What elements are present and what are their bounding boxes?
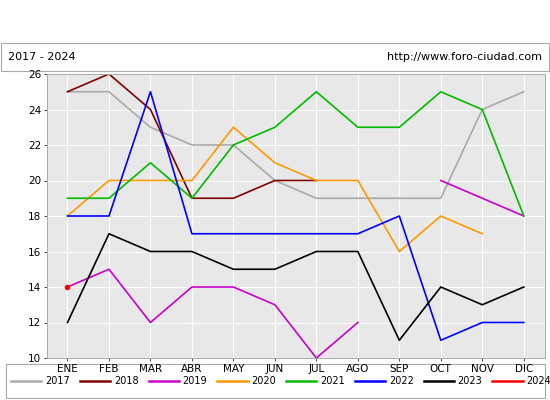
Text: 2023: 2023	[458, 376, 482, 386]
Text: http://www.foro-ciudad.com: http://www.foro-ciudad.com	[387, 52, 542, 62]
Text: 2018: 2018	[114, 376, 139, 386]
Text: 2024: 2024	[526, 376, 550, 386]
Text: 2021: 2021	[320, 376, 345, 386]
Text: 2020: 2020	[251, 376, 276, 386]
Text: 2022: 2022	[389, 376, 414, 386]
Text: Evolucion del paro registrado en San Morales: Evolucion del paro registrado en San Mor…	[109, 14, 441, 28]
Text: 2017 - 2024: 2017 - 2024	[8, 52, 76, 62]
Text: 2017: 2017	[45, 376, 70, 386]
Text: 2019: 2019	[183, 376, 207, 386]
